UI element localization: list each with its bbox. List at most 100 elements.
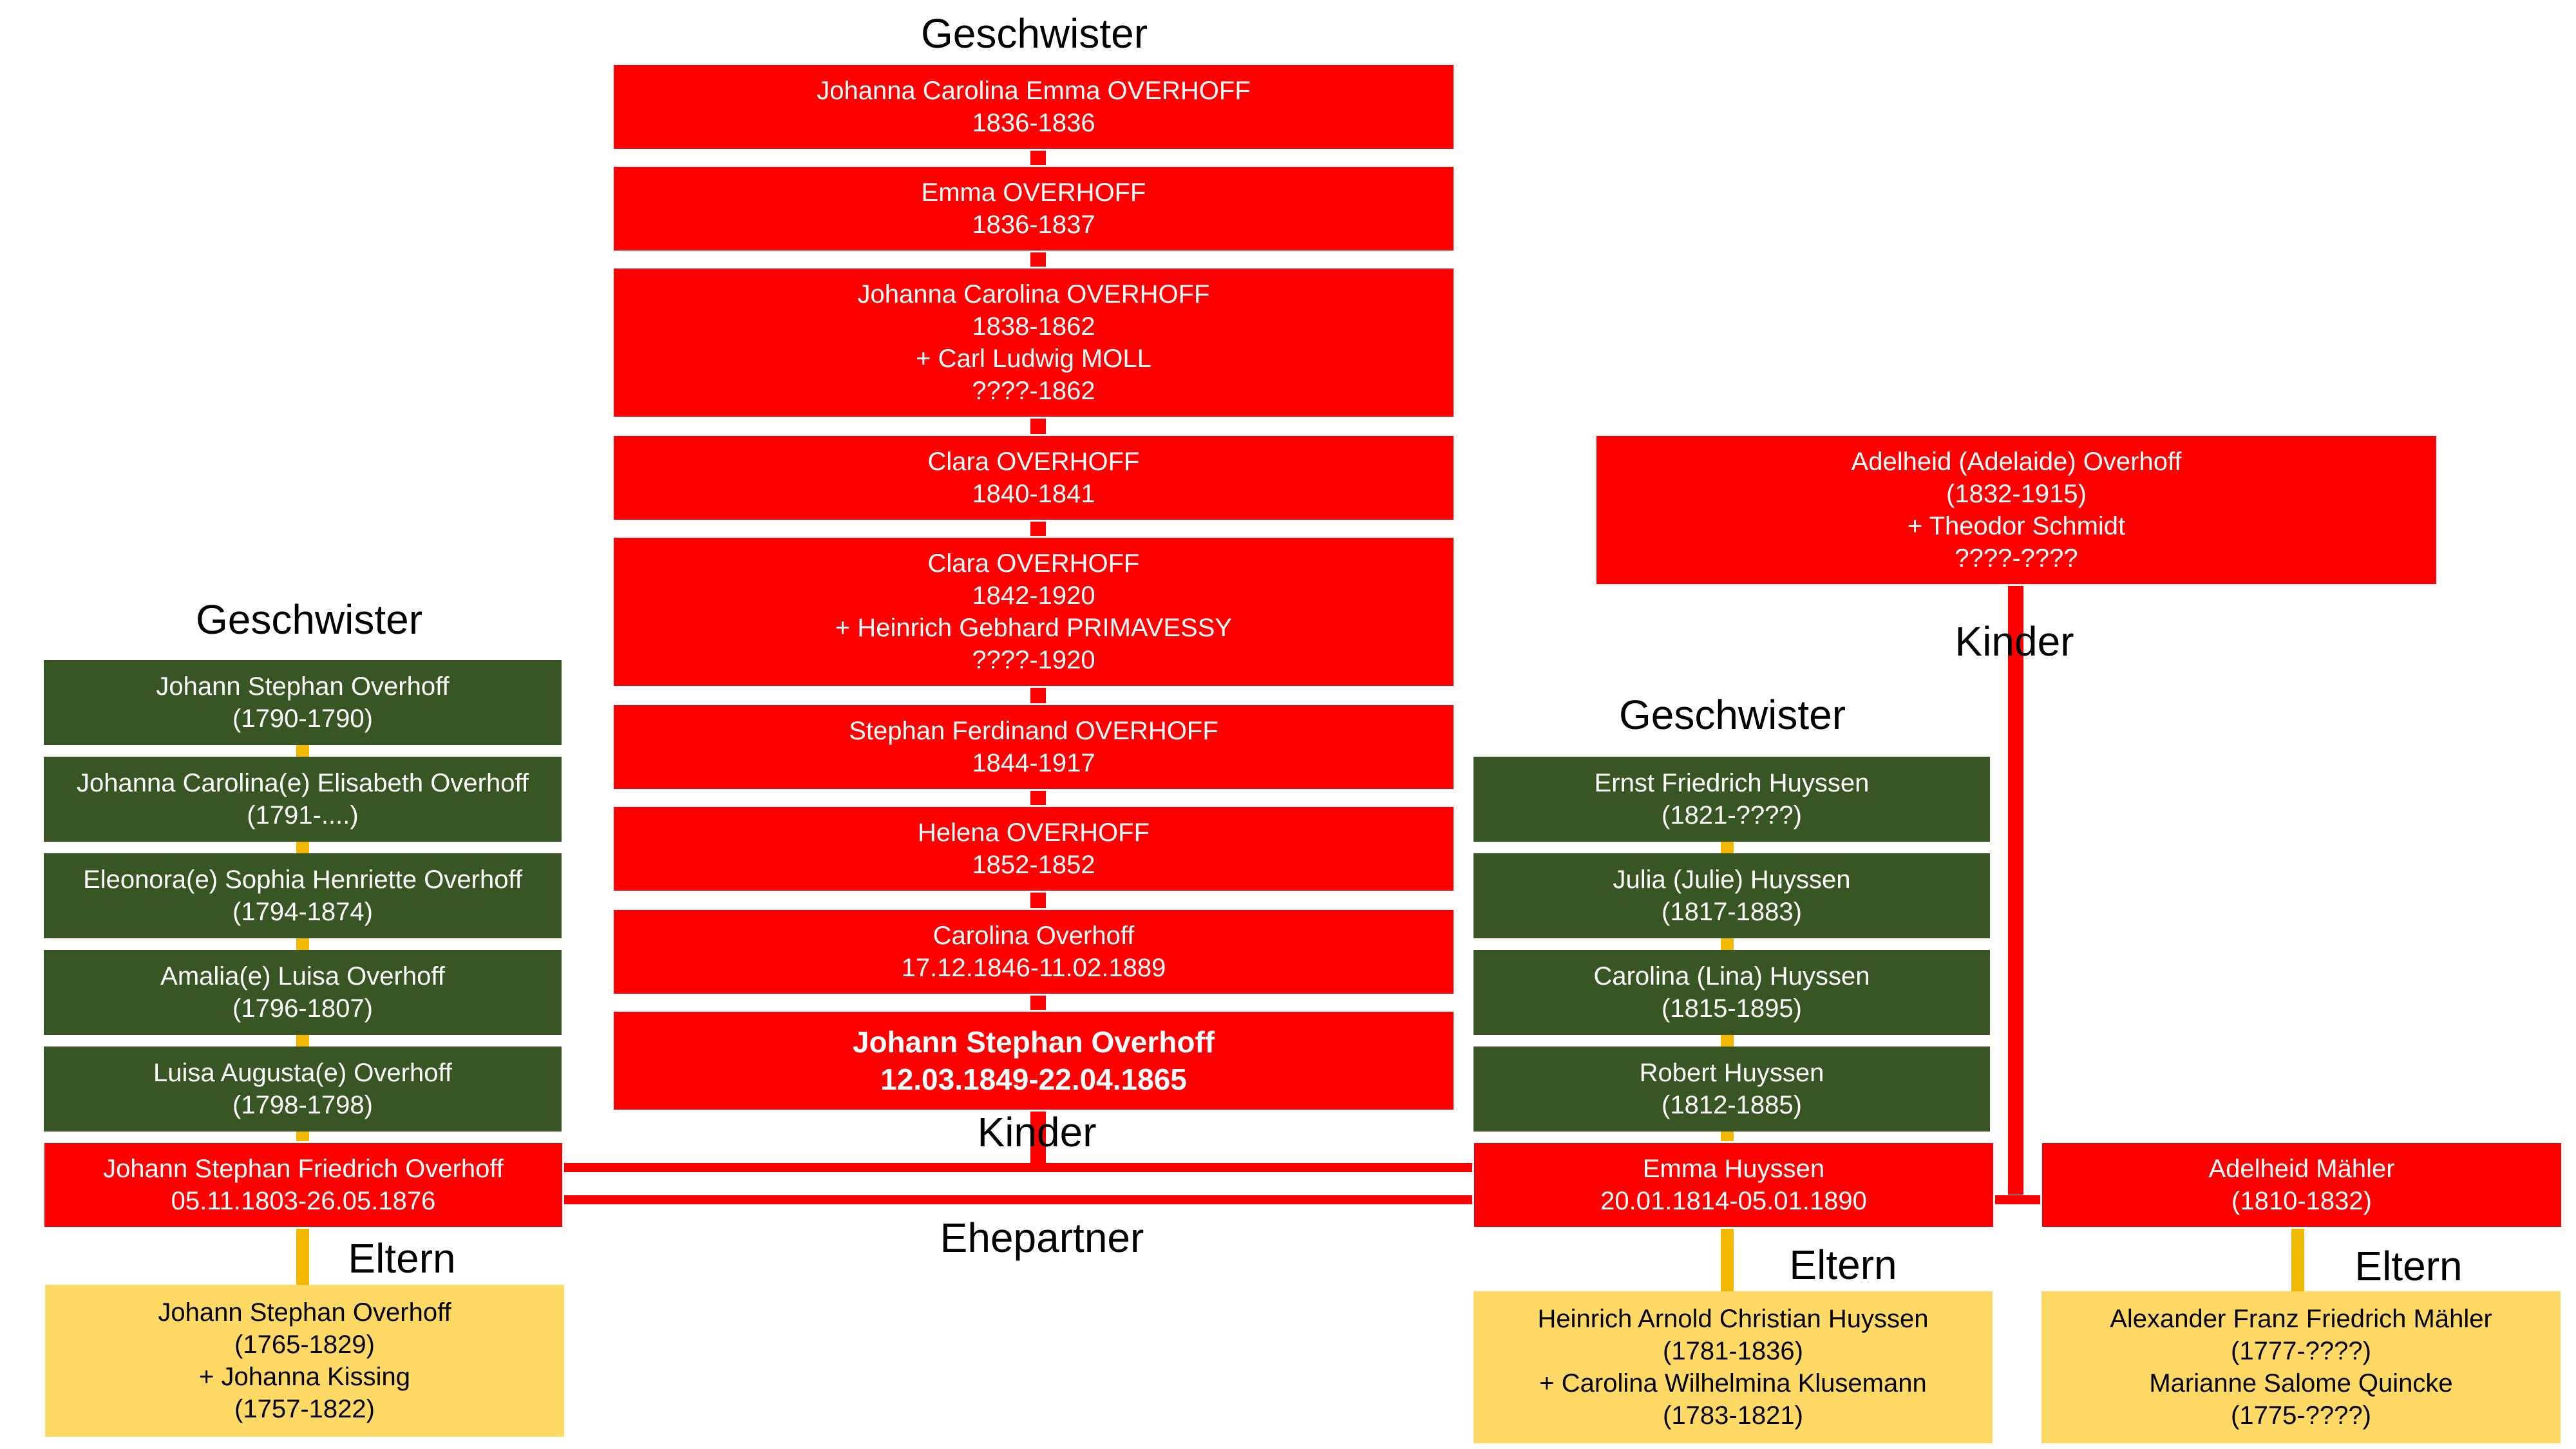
grandfather-name: Johann Stephan Overhoff <box>158 1298 451 1327</box>
child-dates: 1836-1836 <box>972 109 1095 137</box>
parent-father-dates: (1777-????) <box>2231 1337 2371 1365</box>
parent-mother-dates: (1775-????) <box>2231 1401 2371 1430</box>
child-spouse-dates: ????-1862 <box>972 377 1095 405</box>
grandfather-dates: (1781-1836) <box>1663 1337 1803 1365</box>
child-box[interactable]: Helena OVERHOFF 1852-1852 <box>612 805 1455 893</box>
mother-sibling-box[interactable]: Carolina (Lina) Huyssen (1815-1895) <box>1473 950 1990 1035</box>
sibling-dates: (1817-1883) <box>1662 898 1802 926</box>
child-box[interactable]: Clara OVERHOFF 1840-1841 <box>612 434 1455 522</box>
grandmother-dates: (1783-1821) <box>1663 1401 1803 1430</box>
sibling-dates: (1798-1798) <box>232 1091 373 1119</box>
mother-sibling-box[interactable]: Julia (Julie) Huyssen (1817-1883) <box>1473 853 1990 938</box>
father-sibling-box[interactable]: Luisa Augusta(e) Overhoff (1798-1798) <box>44 1046 562 1132</box>
father-sibling-box[interactable]: Johann Stephan Overhoff (1790-1790) <box>44 660 562 745</box>
sibling-name: Eleonora(e) Sophia Henriette Overhoff <box>83 866 522 894</box>
grandfather-name: Heinrich Arnold Christian Huyssen <box>1537 1305 1929 1333</box>
child-name: Emma OVERHOFF <box>921 178 1146 207</box>
child-spouse: + Carl Ludwig MOLL <box>916 345 1151 373</box>
child-name: Johanna Carolina OVERHOFF <box>857 280 1210 308</box>
grandmother-dates: (1757-1822) <box>234 1395 375 1423</box>
father-parents-heading: Eltern <box>348 1235 456 1282</box>
mother-box[interactable]: Emma Huyssen 20.01.1814-05.01.1890 <box>1472 1141 1995 1229</box>
child-dates: 1842-1920 <box>972 582 1095 610</box>
sibling-dates: (1815-1895) <box>1662 994 1802 1023</box>
grandmother-name: + Johanna Kissing <box>198 1363 410 1391</box>
sibling-name: Johanna Carolina(e) Elisabeth Overhoff <box>77 769 529 797</box>
child-name: Johanna Carolina Emma OVERHOFF <box>817 77 1251 105</box>
child-dates: 1852-1852 <box>972 851 1095 879</box>
mother-sibling-box[interactable]: Ernst Friedrich Huyssen (1821-????) <box>1473 757 1990 842</box>
father-parents-box[interactable]: Johann Stephan Overhoff (1765-1829) + Jo… <box>45 1285 564 1437</box>
grandfather-dates: (1765-1829) <box>234 1331 375 1359</box>
second-wife-parents-connector <box>2291 1224 2304 1294</box>
half-child-spouse-dates: ????-???? <box>1955 544 2078 573</box>
father-box[interactable]: Johann Stephan Friedrich Overhoff 05.11.… <box>43 1141 564 1229</box>
child-name: Clara OVERHOFF <box>927 549 1140 578</box>
second-wife-parents-box[interactable]: Alexander Franz Friedrich Mähler (1777-?… <box>2041 1291 2561 1443</box>
focus-person-dates: 12.03.1849-22.04.1865 <box>880 1063 1187 1096</box>
child-box[interactable]: Stephan Ferdinand OVERHOFF 1844-1917 <box>612 703 1455 791</box>
spouse-line-top <box>560 1163 1481 1172</box>
second-wife-dates: (1810-1832) <box>2231 1187 2372 1215</box>
mother-parents-box[interactable]: Heinrich Arnold Christian Huyssen (1781-… <box>1473 1291 1993 1443</box>
sibling-name: Luisa Augusta(e) Overhoff <box>153 1059 452 1087</box>
mother-name: Emma Huyssen <box>1642 1155 1825 1183</box>
child-name: Stephan Ferdinand OVERHOFF <box>849 717 1218 745</box>
parent-father-name: Alexander Franz Friedrich Mähler <box>2110 1305 2492 1333</box>
focus-person-box[interactable]: Johann Stephan Overhoff 12.03.1849-22.04… <box>612 1010 1455 1112</box>
half-children-heading: Kinder <box>1955 618 2074 665</box>
child-name: Carolina Overhoff <box>933 922 1135 950</box>
father-sibling-box[interactable]: Johanna Carolina(e) Elisabeth Overhoff (… <box>44 757 562 842</box>
child-name: Clara OVERHOFF <box>927 448 1140 476</box>
sibling-dates: (1821-????) <box>1662 801 1802 829</box>
father-siblings-heading: Geschwister <box>195 596 423 643</box>
children-siblings-heading: Geschwister <box>920 10 1148 57</box>
spouse-heading: Ehepartner <box>940 1215 1144 1261</box>
grandmother-name: + Carolina Wilhelmina Klusemann <box>1539 1369 1927 1397</box>
child-dates: 17.12.1846-11.02.1889 <box>901 954 1166 982</box>
child-spouse: + Heinrich Gebhard PRIMAVESSY <box>835 614 1233 642</box>
mother-sibling-box[interactable]: Robert Huyssen (1812-1885) <box>1473 1046 1990 1132</box>
sibling-name: Julia (Julie) Huyssen <box>1613 866 1851 894</box>
sibling-name: Ernst Friedrich Huyssen <box>1594 769 1870 797</box>
child-dates: 1844-1917 <box>972 749 1095 777</box>
parent-mother-name: Marianne Salome Quincke <box>2149 1369 2453 1397</box>
half-child-dates: (1832-1915) <box>1946 480 2087 508</box>
child-name: Helena OVERHOFF <box>917 819 1150 847</box>
child-box[interactable]: Johanna Carolina Emma OVERHOFF 1836-1836 <box>612 63 1455 151</box>
sibling-name: Carolina (Lina) Huyssen <box>1593 962 1870 990</box>
child-dates: 1840-1841 <box>972 480 1095 508</box>
father-sibling-box[interactable]: Amalia(e) Luisa Overhoff (1796-1807) <box>44 950 562 1035</box>
child-box[interactable]: Emma OVERHOFF 1836-1837 <box>612 165 1455 252</box>
second-wife-box[interactable]: Adelheid Mähler (1810-1832) <box>2040 1141 2563 1229</box>
sibling-name: Johann Stephan Overhoff <box>156 672 450 701</box>
half-child-vertical-connector <box>2008 583 2023 1195</box>
half-child-spouse: + Theodor Schmidt <box>1907 512 2126 540</box>
sibling-name: Robert Huyssen <box>1639 1059 1824 1087</box>
sibling-dates: (1790-1790) <box>232 705 373 733</box>
mother-siblings-heading: Geschwister <box>1618 692 1846 738</box>
sibling-dates: (1794-1874) <box>232 898 373 926</box>
spouse-line-bottom <box>560 1195 1481 1204</box>
children-heading: Kinder <box>977 1109 1097 1155</box>
sibling-dates: (1796-1807) <box>232 994 373 1023</box>
father-parents-connector <box>296 1224 309 1288</box>
second-wife-name: Adelheid Mähler <box>2208 1155 2395 1183</box>
focus-person-name: Johann Stephan Overhoff <box>852 1025 1215 1059</box>
father-sibling-box[interactable]: Eleonora(e) Sophia Henriette Overhoff (1… <box>44 853 562 938</box>
child-box[interactable]: Carolina Overhoff 17.12.1846-11.02.1889 <box>612 908 1455 996</box>
mother-parents-connector <box>1721 1224 1734 1294</box>
mother-parents-heading: Eltern <box>1789 1242 1897 1288</box>
child-box[interactable]: Johanna Carolina OVERHOFF 1838-1862 + Ca… <box>612 267 1455 419</box>
child-box[interactable]: Clara OVERHOFF 1842-1920 + Heinrich Gebh… <box>612 536 1455 688</box>
mother-dates: 20.01.1814-05.01.1890 <box>1600 1187 1867 1215</box>
sibling-dates: (1812-1885) <box>1662 1091 1802 1119</box>
child-spouse-dates: ????-1920 <box>972 646 1095 674</box>
child-dates: 1838-1862 <box>972 312 1095 341</box>
father-dates: 05.11.1803-26.05.1876 <box>171 1187 436 1215</box>
second-marriage-line <box>1990 1195 2054 1204</box>
child-dates: 1836-1837 <box>972 211 1095 239</box>
father-name: Johann Stephan Friedrich Overhoff <box>103 1155 504 1183</box>
half-child-box[interactable]: Adelheid (Adelaide) Overhoff (1832-1915)… <box>1595 434 2438 586</box>
